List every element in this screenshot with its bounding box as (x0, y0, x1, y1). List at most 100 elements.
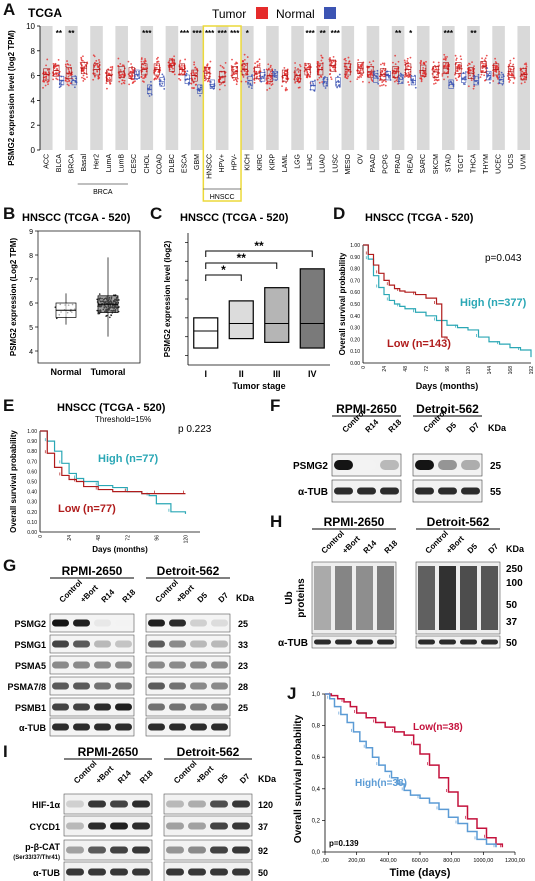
y-tick-label: 0.10 (350, 349, 360, 355)
tumor-point (316, 78, 319, 81)
band (52, 682, 69, 690)
blot-frame (145, 676, 231, 696)
y-tick-label: 5 (29, 325, 33, 332)
tumor-point (111, 67, 114, 69)
data-point (105, 315, 107, 317)
tumor-point (394, 63, 397, 65)
group-label: BRCA (93, 189, 113, 196)
blot-frame (63, 839, 153, 861)
tumor-point (156, 60, 159, 63)
tumor-point (131, 69, 134, 71)
column-shade (140, 26, 154, 150)
tumor-point (172, 62, 175, 65)
tumor-point (454, 73, 456, 76)
tumor-point (343, 58, 346, 61)
y-axis-label: Overall survival probability (338, 252, 347, 355)
column-shade (165, 26, 179, 150)
tumor-point (131, 67, 133, 70)
band (211, 682, 228, 690)
tumor-point (57, 58, 60, 61)
blot-frame (63, 815, 153, 837)
tumor-point (44, 71, 47, 74)
tumor-point (406, 60, 409, 62)
plot-frame (37, 230, 141, 364)
band (169, 682, 186, 690)
tumor-point (193, 72, 196, 75)
p-value: p=0.043 (485, 253, 522, 264)
x-tick-label: KIRC (257, 154, 264, 171)
panel-i-western-blot: RPMI-2650 Detroit-562 Control +Bort R14 R18 Co… (0, 742, 285, 881)
tumor-point (68, 70, 71, 73)
tumor-point (469, 74, 471, 77)
kda-label: KDa (258, 774, 277, 784)
row-label: CYCD1 (29, 822, 60, 832)
y-tick-label: 0.20 (350, 337, 360, 343)
band (94, 682, 111, 690)
tumor-point (444, 56, 447, 58)
tumor-point (140, 60, 143, 63)
x-axis-label: Time (days) (390, 867, 451, 879)
tumor-point (493, 64, 496, 67)
significance-label: *** (192, 29, 202, 38)
tumor-point (267, 63, 270, 66)
lane-label: Control (72, 759, 98, 785)
normal-point (337, 84, 340, 87)
tumor-point (254, 62, 257, 65)
normal-point (462, 83, 465, 85)
tumor-point (407, 81, 410, 83)
tub-band (335, 639, 352, 645)
tumor-point (511, 74, 514, 77)
tumor-point (370, 63, 373, 66)
y-tick-label: 0.20 (27, 510, 37, 516)
tumor-point (221, 66, 224, 68)
tumor-point (130, 63, 132, 65)
data-point (114, 294, 117, 296)
tumor-point (307, 66, 309, 69)
x-tick-label: 0 (361, 366, 367, 369)
y-tick-label: 0.90 (350, 255, 360, 261)
lane-label: R18 (387, 417, 404, 434)
tumor-point (246, 77, 249, 79)
x-axis-label: Days (months) (92, 545, 148, 554)
band (115, 703, 132, 711)
y-tick-label: 0.60 (350, 290, 360, 296)
tumor-point (285, 81, 288, 84)
tumor-point (155, 75, 158, 77)
tumor-point (299, 64, 301, 66)
stage-box (264, 287, 290, 343)
tumor-point (65, 65, 67, 68)
band (132, 822, 150, 830)
normal-point (501, 76, 503, 79)
marker-kda: 50 (506, 600, 518, 611)
row-sublabel: (Ser33/37/Thr41) (13, 855, 60, 861)
band (66, 800, 84, 808)
tumor-point (317, 64, 320, 67)
tumor-point (507, 78, 510, 81)
group-label: Detroit-562 (416, 402, 479, 416)
row-label: PSMG1 (14, 640, 46, 650)
tumor-point (381, 84, 383, 87)
tumor-point (81, 66, 84, 69)
tumor-point (329, 63, 332, 65)
significance-label: * (221, 263, 226, 277)
tumor-point (180, 64, 183, 67)
tumor-point (522, 77, 525, 80)
band (132, 846, 150, 854)
tumor-point (45, 75, 47, 78)
blot-frame (145, 697, 231, 717)
tumor-point (82, 77, 85, 80)
tumor-point (396, 78, 399, 80)
tumor-point (107, 78, 110, 81)
tumor-point (423, 61, 425, 64)
normal-point (387, 75, 390, 78)
normal-point (73, 86, 76, 89)
tumor-point (493, 70, 496, 72)
tumor-point (173, 73, 176, 76)
tumor-point (436, 73, 439, 76)
tumor-point (269, 64, 272, 67)
tumor-point (372, 60, 375, 63)
tumor-point (441, 75, 444, 77)
tumor-point (473, 65, 475, 68)
panel-letter-h: H (270, 512, 283, 531)
tumor-point (393, 69, 396, 72)
